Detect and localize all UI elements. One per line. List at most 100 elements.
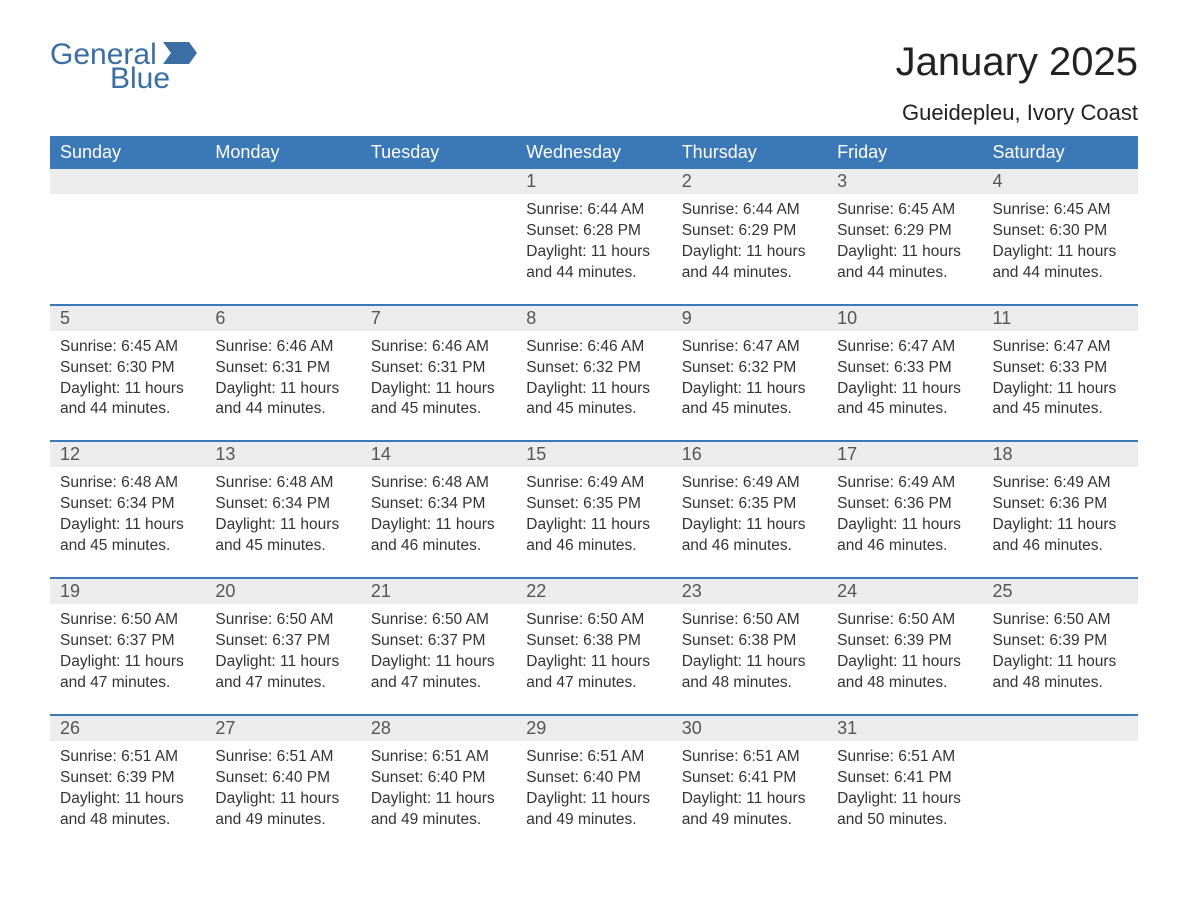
sunrise-line: Sunrise: 6:51 AM xyxy=(682,747,817,768)
day-cell: Sunrise: 6:49 AMSunset: 6:35 PMDaylight:… xyxy=(672,467,827,578)
day-cell: Sunrise: 6:44 AMSunset: 6:28 PMDaylight:… xyxy=(516,194,671,305)
day-cell: Sunrise: 6:50 AMSunset: 6:37 PMDaylight:… xyxy=(361,604,516,715)
day-cell: Sunrise: 6:49 AMSunset: 6:35 PMDaylight:… xyxy=(516,467,671,578)
sunset-line: Sunset: 6:32 PM xyxy=(682,358,817,379)
day-number: 1 xyxy=(516,169,671,194)
sunrise-line: Sunrise: 6:45 AM xyxy=(837,200,972,221)
daylight-line: Daylight: 11 hours and 49 minutes. xyxy=(215,789,350,831)
header: General Blue January 2025 xyxy=(50,40,1138,94)
daylight-line: Daylight: 11 hours and 46 minutes. xyxy=(682,515,817,557)
sunset-line: Sunset: 6:36 PM xyxy=(837,494,972,515)
sunset-line: Sunset: 6:39 PM xyxy=(837,631,972,652)
daynum-row: 19202122232425 xyxy=(50,579,1138,604)
sunrise-line: Sunrise: 6:47 AM xyxy=(993,337,1128,358)
sunrise-line: Sunrise: 6:44 AM xyxy=(682,200,817,221)
sunrise-line: Sunrise: 6:48 AM xyxy=(60,473,195,494)
sunset-line: Sunset: 6:31 PM xyxy=(371,358,506,379)
day-number: 13 xyxy=(205,442,360,467)
day-number: 20 xyxy=(205,579,360,604)
sunset-line: Sunset: 6:39 PM xyxy=(60,768,195,789)
day-number: 2 xyxy=(672,169,827,194)
day-cell: Sunrise: 6:49 AMSunset: 6:36 PMDaylight:… xyxy=(983,467,1138,578)
sunset-line: Sunset: 6:28 PM xyxy=(526,221,661,242)
day-number: 6 xyxy=(205,306,360,331)
sunrise-line: Sunrise: 6:50 AM xyxy=(60,610,195,631)
sunset-line: Sunset: 6:34 PM xyxy=(60,494,195,515)
day-cell: Sunrise: 6:51 AMSunset: 6:40 PMDaylight:… xyxy=(205,741,360,851)
daylight-line: Daylight: 11 hours and 44 minutes. xyxy=(993,242,1128,284)
day-number: 24 xyxy=(827,579,982,604)
day-cell: Sunrise: 6:44 AMSunset: 6:29 PMDaylight:… xyxy=(672,194,827,305)
day-cell: Sunrise: 6:45 AMSunset: 6:30 PMDaylight:… xyxy=(983,194,1138,305)
daylight-line: Daylight: 11 hours and 47 minutes. xyxy=(526,652,661,694)
sunrise-line: Sunrise: 6:50 AM xyxy=(993,610,1128,631)
daylight-line: Daylight: 11 hours and 47 minutes. xyxy=(215,652,350,694)
daylight-line: Daylight: 11 hours and 46 minutes. xyxy=(993,515,1128,557)
day-cell xyxy=(50,194,205,305)
sunset-line: Sunset: 6:41 PM xyxy=(682,768,817,789)
sunset-line: Sunset: 6:35 PM xyxy=(682,494,817,515)
day-number: 25 xyxy=(983,579,1138,604)
day-cell: Sunrise: 6:51 AMSunset: 6:39 PMDaylight:… xyxy=(50,741,205,851)
day-number: 22 xyxy=(516,579,671,604)
daylight-line: Daylight: 11 hours and 44 minutes. xyxy=(837,242,972,284)
day-cell: Sunrise: 6:46 AMSunset: 6:32 PMDaylight:… xyxy=(516,331,671,442)
daylight-line: Daylight: 11 hours and 45 minutes. xyxy=(837,379,972,421)
sunset-line: Sunset: 6:29 PM xyxy=(837,221,972,242)
sunset-line: Sunset: 6:32 PM xyxy=(526,358,661,379)
month-title: January 2025 xyxy=(896,40,1138,85)
daylight-line: Daylight: 11 hours and 45 minutes. xyxy=(993,379,1128,421)
day-content-row: Sunrise: 6:45 AMSunset: 6:30 PMDaylight:… xyxy=(50,331,1138,442)
sunrise-line: Sunrise: 6:50 AM xyxy=(526,610,661,631)
sunrise-line: Sunrise: 6:47 AM xyxy=(682,337,817,358)
day-number: 4 xyxy=(983,169,1138,194)
sunset-line: Sunset: 6:38 PM xyxy=(526,631,661,652)
day-number: 21 xyxy=(361,579,516,604)
sunrise-line: Sunrise: 6:47 AM xyxy=(837,337,972,358)
sunrise-line: Sunrise: 6:49 AM xyxy=(526,473,661,494)
sunrise-line: Sunrise: 6:50 AM xyxy=(215,610,350,631)
day-number: 19 xyxy=(50,579,205,604)
day-cell: Sunrise: 6:47 AMSunset: 6:33 PMDaylight:… xyxy=(827,331,982,442)
daylight-line: Daylight: 11 hours and 48 minutes. xyxy=(837,652,972,694)
day-cell: Sunrise: 6:48 AMSunset: 6:34 PMDaylight:… xyxy=(205,467,360,578)
daynum-row: 262728293031 xyxy=(50,716,1138,741)
day-content-row: Sunrise: 6:51 AMSunset: 6:39 PMDaylight:… xyxy=(50,741,1138,851)
sunset-line: Sunset: 6:33 PM xyxy=(993,358,1128,379)
day-cell: Sunrise: 6:48 AMSunset: 6:34 PMDaylight:… xyxy=(361,467,516,578)
daylight-line: Daylight: 11 hours and 45 minutes. xyxy=(526,379,661,421)
sunrise-line: Sunrise: 6:46 AM xyxy=(371,337,506,358)
dayheader-sat: Saturday xyxy=(983,136,1138,169)
day-cell: Sunrise: 6:50 AMSunset: 6:37 PMDaylight:… xyxy=(205,604,360,715)
sunset-line: Sunset: 6:34 PM xyxy=(215,494,350,515)
sunrise-line: Sunrise: 6:51 AM xyxy=(60,747,195,768)
day-number xyxy=(361,169,516,194)
daylight-line: Daylight: 11 hours and 49 minutes. xyxy=(682,789,817,831)
day-cell: Sunrise: 6:51 AMSunset: 6:40 PMDaylight:… xyxy=(516,741,671,851)
dayheader-fri: Friday xyxy=(827,136,982,169)
daylight-line: Daylight: 11 hours and 46 minutes. xyxy=(526,515,661,557)
day-header-row: Sunday Monday Tuesday Wednesday Thursday… xyxy=(50,136,1138,169)
day-cell xyxy=(983,741,1138,851)
sunrise-line: Sunrise: 6:50 AM xyxy=(837,610,972,631)
day-number: 16 xyxy=(672,442,827,467)
sunset-line: Sunset: 6:29 PM xyxy=(682,221,817,242)
title-block: January 2025 xyxy=(896,40,1138,85)
sunrise-line: Sunrise: 6:49 AM xyxy=(837,473,972,494)
sunrise-line: Sunrise: 6:45 AM xyxy=(60,337,195,358)
day-cell: Sunrise: 6:51 AMSunset: 6:40 PMDaylight:… xyxy=(361,741,516,851)
daylight-line: Daylight: 11 hours and 49 minutes. xyxy=(371,789,506,831)
daylight-line: Daylight: 11 hours and 44 minutes. xyxy=(60,379,195,421)
dayheader-sun: Sunday xyxy=(50,136,205,169)
dayheader-mon: Monday xyxy=(205,136,360,169)
day-number xyxy=(50,169,205,194)
daylight-line: Daylight: 11 hours and 50 minutes. xyxy=(837,789,972,831)
dayheader-wed: Wednesday xyxy=(516,136,671,169)
daylight-line: Daylight: 11 hours and 44 minutes. xyxy=(682,242,817,284)
daylight-line: Daylight: 11 hours and 44 minutes. xyxy=(526,242,661,284)
day-cell: Sunrise: 6:47 AMSunset: 6:33 PMDaylight:… xyxy=(983,331,1138,442)
day-number: 28 xyxy=(361,716,516,741)
day-cell: Sunrise: 6:49 AMSunset: 6:36 PMDaylight:… xyxy=(827,467,982,578)
day-number: 27 xyxy=(205,716,360,741)
sunset-line: Sunset: 6:38 PM xyxy=(682,631,817,652)
